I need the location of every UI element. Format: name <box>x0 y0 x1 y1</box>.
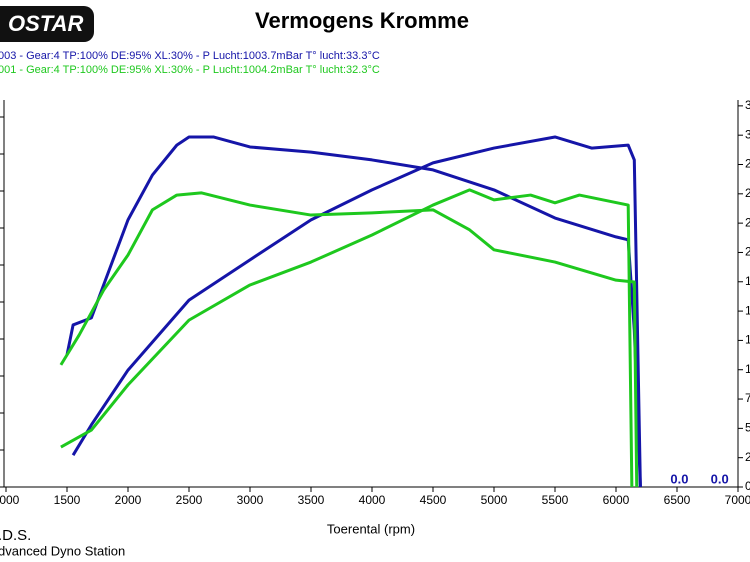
end-value: 0.0 <box>670 471 688 486</box>
footer-line: dvanced Dyno Station <box>0 543 125 558</box>
x-tick-label: 3500 <box>298 493 325 507</box>
x-tick-label: 6500 <box>664 493 691 507</box>
x-tick-label: 4500 <box>420 493 447 507</box>
x-tick-label: 5500 <box>542 493 569 507</box>
y2-tick-label: 100 <box>745 362 750 376</box>
y2-tick-label: 50 <box>745 421 750 435</box>
x-tick-label: 6000 <box>603 493 630 507</box>
y2-tick-label: 250 <box>745 186 750 200</box>
x-tick-label: 2000 <box>115 493 142 507</box>
curve <box>59 191 639 488</box>
run-legend: 001 - Gear:4 TP:100% DE:95% XL:30% - P L… <box>0 64 380 76</box>
y2-tick-label: 25 <box>745 450 750 464</box>
y2-tick-label: 150 <box>745 303 750 317</box>
end-value: 0.0 <box>711 471 729 486</box>
y2-tick-label: 0 <box>745 479 750 493</box>
run-legend: 003 - Gear:4 TP:100% DE:95% XL:30% - P L… <box>0 50 380 62</box>
x-tick-label: 2500 <box>176 493 203 507</box>
x-tick-label: 1500 <box>54 493 81 507</box>
footer-line: .D.S. <box>0 527 31 544</box>
logo: OSTAR <box>8 11 83 36</box>
curve <box>71 135 642 488</box>
logo-box <box>0 6 94 42</box>
x-axis-label: Toerental (rpm) <box>327 521 415 536</box>
x-tick-label: 5000 <box>481 493 508 507</box>
x-tick-label: 4000 <box>359 493 386 507</box>
y2-tick-label: 225 <box>745 215 750 229</box>
y2-tick-label: 200 <box>745 245 750 259</box>
y2-tick-label: 175 <box>745 274 750 288</box>
y2-tick-label: 125 <box>745 333 750 347</box>
curve <box>65 135 642 488</box>
x-tick-label: 3000 <box>237 493 264 507</box>
x-tick-label: 1000 <box>0 493 20 507</box>
curve <box>60 188 634 488</box>
y2-tick-label: 300 <box>745 127 750 141</box>
y2-tick-label: 75 <box>745 391 750 405</box>
x-tick-label: 7000 <box>725 493 750 507</box>
y2-tick-label: 325 <box>745 98 750 112</box>
chart-title: Vermogens Kromme <box>255 8 469 33</box>
y2-tick-label: 275 <box>745 157 750 171</box>
